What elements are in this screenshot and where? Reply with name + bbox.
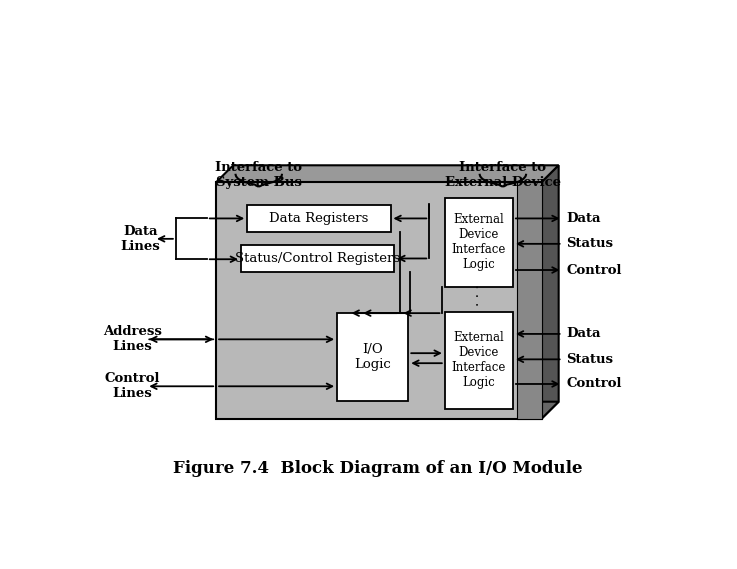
- Text: Data
Lines: Data Lines: [120, 225, 160, 253]
- Text: · · ·: · · ·: [472, 284, 486, 306]
- Text: Control: Control: [567, 377, 622, 390]
- Text: Data: Data: [567, 327, 601, 340]
- Text: Interface to
External Device: Interface to External Device: [445, 160, 561, 189]
- Bar: [444, 197, 513, 287]
- Bar: [517, 182, 542, 419]
- Text: Control
Lines: Control Lines: [105, 372, 160, 400]
- Text: Status: Status: [567, 353, 613, 366]
- Text: I/O
Logic: I/O Logic: [354, 343, 391, 371]
- Text: Status: Status: [567, 237, 613, 250]
- Text: Control: Control: [567, 263, 622, 277]
- Text: Status/Control Registers: Status/Control Registers: [235, 252, 400, 265]
- Polygon shape: [216, 166, 559, 182]
- Bar: [444, 312, 513, 409]
- Bar: [241, 245, 394, 271]
- Bar: [247, 205, 391, 232]
- Bar: [337, 313, 408, 401]
- Text: External
Device
Interface
Logic: External Device Interface Logic: [452, 331, 506, 389]
- Polygon shape: [542, 166, 559, 419]
- Text: External
Device
Interface
Logic: External Device Interface Logic: [452, 213, 506, 271]
- Polygon shape: [216, 402, 559, 419]
- Text: Address
Lines: Address Lines: [103, 325, 162, 353]
- Text: Interface to
System Bus: Interface to System Bus: [215, 160, 302, 189]
- Text: Data Registers: Data Registers: [269, 212, 368, 225]
- Text: Data: Data: [567, 212, 601, 225]
- Bar: [216, 182, 542, 419]
- Text: Figure 7.4  Block Diagram of an I/O Module: Figure 7.4 Block Diagram of an I/O Modul…: [172, 460, 582, 477]
